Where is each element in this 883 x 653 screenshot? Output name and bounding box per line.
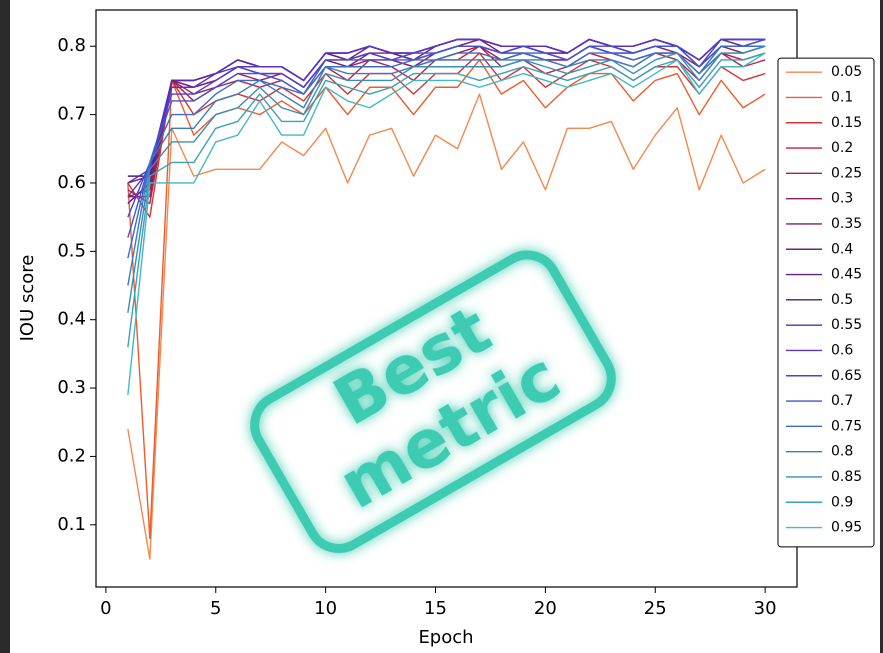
legend-label: 0.95	[831, 520, 862, 536]
x-tick-label: 15	[424, 598, 447, 619]
legend-label: 0.5	[831, 292, 853, 308]
series-line	[127, 45, 766, 286]
series-line	[127, 45, 766, 313]
legend-label: 0.9	[831, 494, 853, 510]
legend-label: 0.35	[831, 216, 862, 232]
y-tick-label: 0.8	[57, 35, 86, 56]
legend-label: 0.05	[831, 64, 862, 80]
legend-label: 0.85	[831, 469, 862, 485]
y-axis-label: IOU score	[17, 255, 38, 342]
legend-label: 0.55	[831, 317, 862, 333]
legend-label: 0.75	[831, 418, 862, 434]
stamp-border	[250, 250, 616, 553]
x-tick-label: 5	[210, 598, 221, 619]
legend-label: 0.4	[831, 241, 853, 257]
y-tick-label: 0.3	[57, 377, 86, 398]
series-line	[127, 52, 766, 395]
legend-label: 0.7	[831, 393, 853, 409]
figure-background	[10, 0, 880, 653]
series-line	[127, 52, 766, 348]
x-tick-label: 30	[754, 598, 777, 619]
series-line	[127, 38, 766, 198]
y-tick-label: 0.5	[57, 240, 86, 261]
y-tick-label: 0.1	[57, 514, 86, 535]
y-tick-label: 0.4	[57, 309, 86, 330]
legend-label: 0.15	[831, 115, 862, 131]
legend-box	[777, 57, 875, 548]
x-axis-label: Epoch	[418, 627, 473, 648]
y-tick-label: 0.6	[57, 172, 86, 193]
x-tick-label: 0	[100, 598, 111, 619]
x-tick-label: 20	[534, 598, 557, 619]
y-tick-label: 0.2	[57, 445, 86, 466]
x-tick-label: 10	[314, 598, 337, 619]
y-tick-label: 0.7	[57, 104, 86, 125]
legend-label: 0.8	[831, 444, 853, 460]
series-line	[127, 38, 766, 238]
x-tick-label: 25	[644, 598, 667, 619]
legend-label: 0.2	[831, 140, 853, 156]
legend-label: 0.3	[831, 191, 853, 207]
legend-label: 0.6	[831, 342, 853, 358]
legend-label: 0.25	[831, 165, 862, 181]
legend-label: 0.65	[831, 368, 862, 384]
series-line	[127, 93, 766, 560]
legend-label: 0.45	[831, 267, 862, 283]
legend-label: 0.1	[831, 89, 853, 105]
